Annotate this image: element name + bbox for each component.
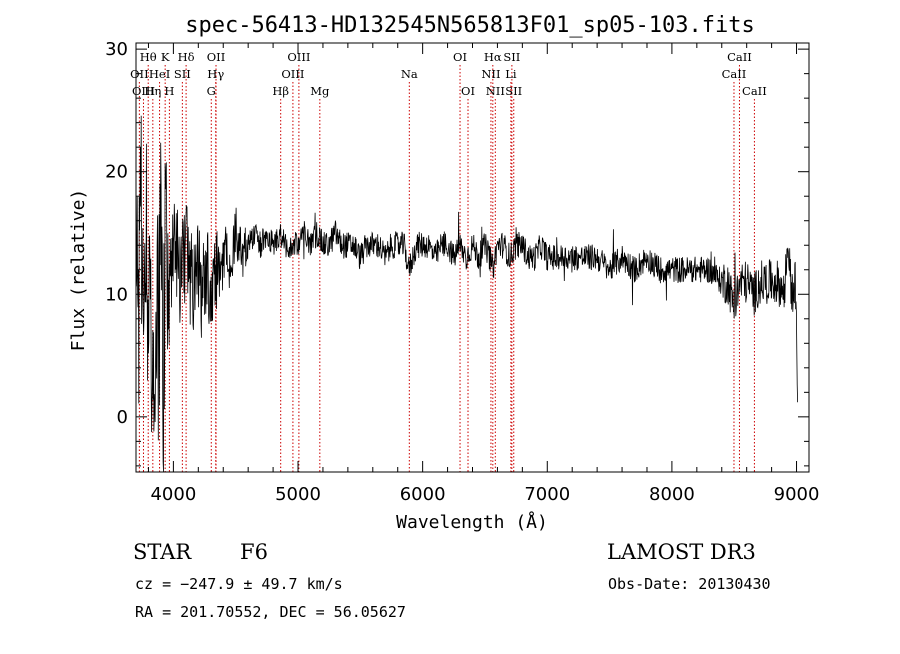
observation-date: Obs-Date: 20130430 [608, 575, 771, 593]
line-label-24: OI [461, 84, 475, 98]
axis-ticks: 4000 5000 6000 7000 8000 9000 0 10 20 30 [105, 39, 819, 505]
line-label-23: Mg [310, 84, 330, 98]
line-label-17: CaII [722, 67, 747, 81]
line-label-20: H [164, 84, 174, 98]
line-label-14: Na [401, 67, 418, 81]
line-label-6: Hα [484, 50, 502, 64]
x-tick-label-5000: 5000 [275, 484, 321, 505]
line-label-0: Hθ [140, 50, 157, 64]
y-tick-label-0: 0 [117, 407, 128, 428]
y-tick-label-20: 20 [105, 162, 128, 183]
spectrum-layer [135, 115, 798, 473]
y-axis-label: Flux (relative) [68, 189, 89, 352]
line-label-7: SII [503, 50, 520, 64]
line-label-5: OI [453, 50, 467, 64]
line-label-13: OIII [281, 67, 304, 81]
line-label-21: G [207, 84, 216, 98]
coordinates: RA = 201.70552, DEC = 56.05627 [135, 603, 406, 621]
chart-title: spec-56413-HD132545N565813F01_sp05-103.f… [185, 13, 755, 38]
line-label-15: NII [481, 67, 500, 81]
x-tick-label-7000: 7000 [524, 484, 570, 505]
plot-frame [135, 42, 810, 473]
line-label-11: SII [174, 67, 191, 81]
y-tick-label-30: 30 [105, 39, 128, 60]
redshift-value: cz = −247.9 ± 49.7 km/s [135, 575, 343, 593]
line-label-10: HeI [149, 67, 170, 81]
line-label-8: CaII [727, 50, 752, 64]
line-label-22: Hβ [272, 84, 289, 98]
x-tick-label-8000: 8000 [649, 484, 695, 505]
line-label-27: CaII [742, 84, 767, 98]
y-tick-label-10: 10 [105, 284, 128, 305]
x-axis-label: Wavelength (Å) [396, 511, 548, 533]
x-tick-label-4000: 4000 [150, 484, 196, 505]
line-label-26: SII [505, 84, 522, 98]
line-label-12: Hγ [207, 67, 224, 81]
line-label-18: OIII [132, 84, 155, 98]
x-tick-label-9000: 9000 [774, 484, 820, 505]
line-label-16: Li [505, 67, 517, 81]
spectrum-line [135, 115, 798, 473]
line-label-25: NII [486, 84, 505, 98]
object-subclass: F6 [240, 540, 268, 564]
survey-name: LAMOST DR3 [607, 540, 756, 564]
line-label-2: Hδ [178, 50, 195, 64]
x-tick-label-6000: 6000 [400, 484, 446, 505]
line-label-19: Hη [144, 84, 161, 98]
line-label-1: K [161, 50, 170, 64]
line-label-3: OII [207, 50, 226, 64]
object-class: STAR [133, 540, 192, 564]
line-label-4: OIII [287, 50, 310, 64]
